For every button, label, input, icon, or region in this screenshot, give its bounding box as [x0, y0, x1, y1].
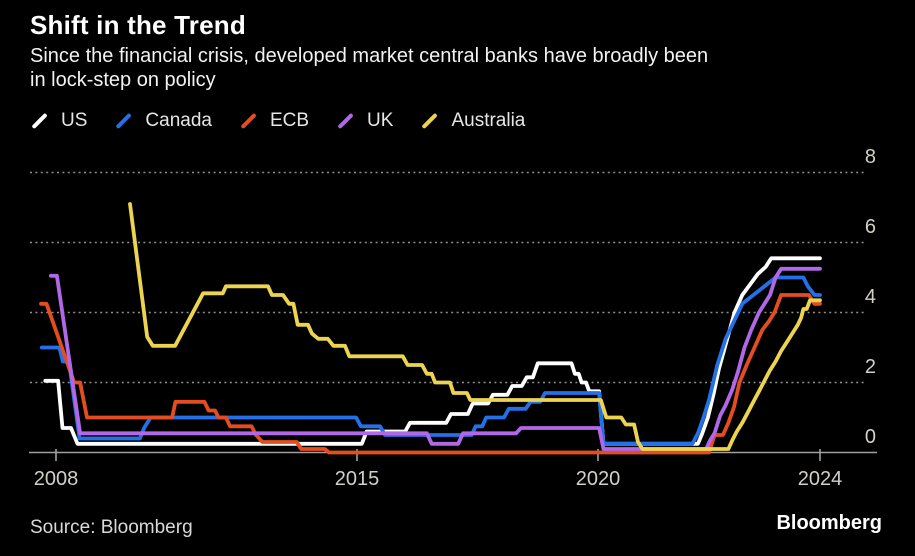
legend-item-ecb: ECB [239, 110, 309, 132]
subtitle-line-1: Since the financial crisis, developed ma… [30, 45, 709, 67]
y-tick-8: 8 [865, 146, 876, 168]
chart-subtitle: Since the financial crisis, developed ma… [30, 44, 708, 92]
x-axis-labels: 2008 2015 2020 2024 [34, 468, 843, 490]
series-line-uk [48, 266, 822, 451]
y-tick-4: 4 [865, 286, 876, 308]
series-line-australia [128, 202, 822, 451]
x-tick-2024: 2024 [798, 468, 843, 490]
series-lines [39, 202, 822, 455]
legend-item-uk: UK [336, 110, 393, 132]
x-tick-2020: 2020 [576, 468, 621, 490]
y-tick-6: 6 [865, 216, 876, 238]
legend-label-ecb: ECB [269, 110, 310, 131]
subtitle-line-2: in lock-step on policy [30, 69, 216, 91]
page-title: Shift in the Trend [30, 10, 246, 40]
legend-item-canada: Canada [114, 110, 212, 132]
legend-label-canada: Canada [145, 110, 212, 131]
series-line-ecb [39, 293, 822, 455]
legend-label-australia: Australia [451, 110, 526, 131]
legend-label-uk: UK [367, 110, 394, 131]
x-tick-2015: 2015 [335, 468, 380, 490]
chart-legend: US Canada ECB UK Australia [30, 110, 525, 132]
gridlines [30, 171, 865, 384]
y-tick-2: 2 [865, 356, 876, 378]
y-axis-labels: 8 6 4 2 0 [865, 146, 876, 448]
legend-label-us: US [61, 110, 88, 131]
bloomberg-logo: Bloomberg [776, 512, 882, 534]
legend-item-us: US [30, 110, 87, 132]
x-tick-2008: 2008 [34, 468, 79, 490]
source-note: Source: Bloomberg [30, 517, 193, 538]
legend-item-australia: Australia [420, 110, 525, 132]
y-tick-0: 0 [865, 426, 876, 448]
